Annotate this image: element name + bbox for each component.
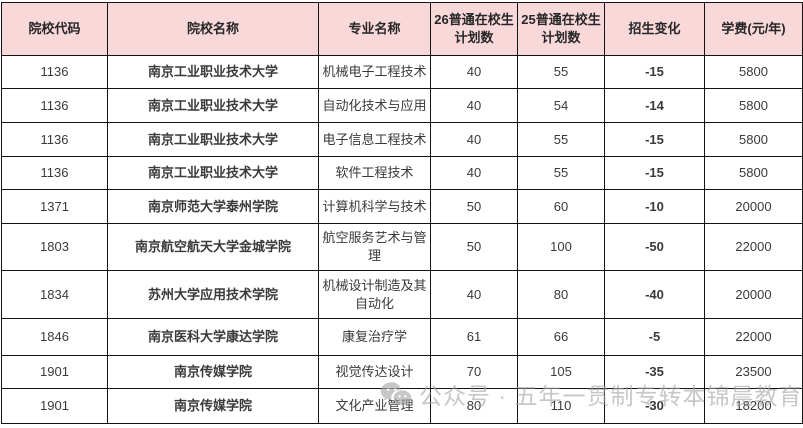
col-header-code: 院校代码 <box>1 2 108 56</box>
col-header-major: 专业名称 <box>318 2 431 56</box>
cell-tuition: 5800 <box>704 156 803 190</box>
cell-code: 1136 <box>1 55 108 89</box>
cell-code: 1846 <box>1 318 108 356</box>
cell-school: 南京工业职业技术大学 <box>107 55 319 89</box>
cell-code: 1803 <box>1 223 108 271</box>
cell-tuition: 20000 <box>704 270 803 319</box>
cell-major: 电子信息工程技术 <box>318 122 431 157</box>
cell-plan26: 61 <box>430 318 518 356</box>
table-header: 院校代码 院校名称 专业名称 26普通在校生计划数 25普通在校生计划数 招生变… <box>1 2 803 56</box>
header-row: 院校代码 院校名称 专业名称 26普通在校生计划数 25普通在校生计划数 招生变… <box>1 2 803 56</box>
cell-school: 南京工业职业技术大学 <box>107 156 319 190</box>
cell-school: 南京传媒学院 <box>107 355 319 389</box>
cell-major: 自动化技术与应用 <box>318 88 431 123</box>
cell-plan25: 60 <box>517 189 605 224</box>
cell-plan25: 55 <box>517 55 605 89</box>
cell-tuition: 5800 <box>704 55 803 89</box>
cell-code: 1136 <box>1 156 108 190</box>
col-header-plan25: 25普通在校生计划数 <box>517 2 605 56</box>
cell-major: 康复治疗学 <box>318 318 431 356</box>
table-row: 1136 南京工业职业技术大学 软件工程技术 40 55 -15 5800 <box>1 156 803 190</box>
table-row: 1846 南京医科大学康达学院 康复治疗学 61 66 -5 22000 <box>1 318 803 356</box>
cell-plan25: 110 <box>517 388 605 424</box>
cell-tuition: 5800 <box>704 122 803 157</box>
cell-major: 机械电子工程技术 <box>318 55 431 89</box>
cell-code: 1136 <box>1 122 108 157</box>
cell-change: -5 <box>604 318 705 356</box>
cell-plan25: 54 <box>517 88 605 123</box>
cell-tuition: 18200 <box>704 388 803 424</box>
cell-major: 航空服务艺术与管理 <box>318 223 431 271</box>
table-row: 1136 南京工业职业技术大学 电子信息工程技术 40 55 -15 5800 <box>1 122 803 157</box>
cell-change: -15 <box>604 122 705 157</box>
cell-school: 南京航空航天大学金城学院 <box>107 223 319 271</box>
table-row: 1901 南京传媒学院 文化产业管理 80 110 -30 18200 <box>1 388 803 424</box>
col-header-plan26: 26普通在校生计划数 <box>430 2 518 56</box>
cell-change: -15 <box>604 55 705 89</box>
cell-major: 计算机科学与技术 <box>318 189 431 224</box>
cell-change: -30 <box>604 388 705 424</box>
cell-plan25: 66 <box>517 318 605 356</box>
cell-tuition: 22000 <box>704 318 803 356</box>
cell-plan25: 55 <box>517 122 605 157</box>
cell-change: -40 <box>604 270 705 319</box>
cell-change: -15 <box>604 156 705 190</box>
cell-tuition: 23500 <box>704 355 803 389</box>
table-row: 1136 南京工业职业技术大学 自动化技术与应用 40 54 -14 5800 <box>1 88 803 123</box>
cell-plan26: 50 <box>430 189 518 224</box>
cell-plan26: 40 <box>430 122 518 157</box>
cell-school: 南京工业职业技术大学 <box>107 122 319 157</box>
table-row: 1901 南京传媒学院 视觉传达设计 70 105 -35 23500 <box>1 355 803 389</box>
cell-tuition: 20000 <box>704 189 803 224</box>
cell-code: 1371 <box>1 189 108 224</box>
cell-change: -10 <box>604 189 705 224</box>
cell-school: 苏州大学应用技术学院 <box>107 270 319 319</box>
cell-change: -35 <box>604 355 705 389</box>
cell-major: 视觉传达设计 <box>318 355 431 389</box>
cell-major: 机械设计制造及其自动化 <box>318 270 431 319</box>
col-header-school: 院校名称 <box>107 2 319 56</box>
cell-plan25: 105 <box>517 355 605 389</box>
cell-change: -14 <box>604 88 705 123</box>
cell-plan26: 80 <box>430 388 518 424</box>
table-row: 1136 南京工业职业技术大学 机械电子工程技术 40 55 -15 5800 <box>1 55 803 89</box>
cell-tuition: 5800 <box>704 88 803 123</box>
cell-school: 南京传媒学院 <box>107 388 319 424</box>
cell-school: 南京工业职业技术大学 <box>107 88 319 123</box>
cell-plan25: 80 <box>517 270 605 319</box>
table-row: 1834 苏州大学应用技术学院 机械设计制造及其自动化 40 80 -40 20… <box>1 270 803 319</box>
cell-code: 1901 <box>1 355 108 389</box>
cell-code: 1136 <box>1 88 108 123</box>
cell-plan26: 40 <box>430 156 518 190</box>
cell-plan26: 50 <box>430 223 518 271</box>
cell-code: 1901 <box>1 388 108 424</box>
cell-tuition: 22000 <box>704 223 803 271</box>
cell-school: 南京医科大学康达学院 <box>107 318 319 356</box>
table-body: 1136 南京工业职业技术大学 机械电子工程技术 40 55 -15 5800 … <box>1 55 803 424</box>
cell-plan25: 55 <box>517 156 605 190</box>
cell-code: 1834 <box>1 270 108 319</box>
cell-major: 文化产业管理 <box>318 388 431 424</box>
cell-plan26: 40 <box>430 55 518 89</box>
cell-plan26: 40 <box>430 270 518 319</box>
table-row: 1371 南京师范大学泰州学院 计算机科学与技术 50 60 -10 20000 <box>1 189 803 224</box>
col-header-change: 招生变化 <box>604 2 705 56</box>
cell-change: -50 <box>604 223 705 271</box>
cell-school: 南京师范大学泰州学院 <box>107 189 319 224</box>
cell-major: 软件工程技术 <box>318 156 431 190</box>
cell-plan26: 40 <box>430 88 518 123</box>
cell-plan25: 100 <box>517 223 605 271</box>
cell-plan26: 70 <box>430 355 518 389</box>
table-row: 1803 南京航空航天大学金城学院 航空服务艺术与管理 50 100 -50 2… <box>1 223 803 271</box>
col-header-tuition: 学费(元/年) <box>704 2 803 56</box>
